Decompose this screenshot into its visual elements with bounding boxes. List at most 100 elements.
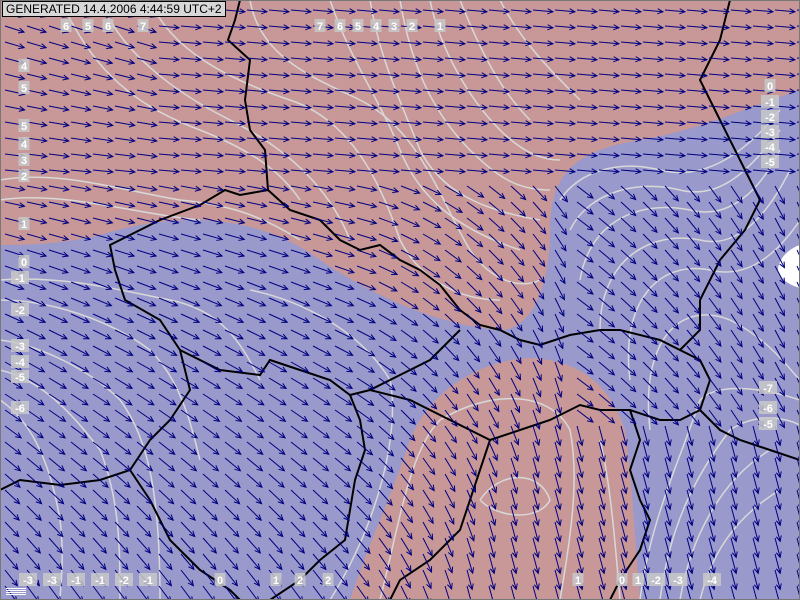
wind-arrow	[158, 345, 178, 356]
wind-arrow	[708, 56, 731, 63]
wind-arrow-head	[261, 8, 269, 15]
wind-arrow	[48, 168, 71, 175]
wind-arrow-head	[38, 350, 46, 356]
wind-arrow	[202, 537, 218, 554]
wind-arrow	[246, 88, 269, 95]
wind-arrow-head	[474, 322, 482, 330]
wind-arrow-shaft	[642, 57, 663, 61]
wind-arrow-head	[679, 8, 687, 15]
wind-arrow-shaft	[92, 521, 108, 537]
wind-arrow-shaft	[180, 249, 201, 257]
contour-label-text: 3	[391, 21, 397, 33]
wind-arrow	[136, 233, 158, 241]
wind-arrow-shaft	[356, 281, 376, 291]
wind-arrow	[466, 425, 478, 445]
wind-arrow-head	[758, 277, 764, 285]
wind-arrow-head	[325, 317, 333, 323]
wind-arrow-shaft	[620, 25, 641, 29]
wind-arrow-head	[214, 350, 222, 356]
wind-arrow	[92, 329, 113, 340]
wind-arrow	[356, 409, 375, 423]
wind-arrow	[268, 24, 291, 31]
wind-arrow	[334, 553, 349, 571]
wind-arrow-head	[534, 439, 541, 447]
wind-arrow	[202, 393, 221, 406]
wind-arrow	[180, 393, 199, 406]
wind-arrow	[554, 233, 567, 252]
wind-arrow	[598, 72, 621, 79]
wind-arrow	[202, 329, 223, 340]
wind-arrow-shaft	[202, 521, 218, 537]
wind-arrow-shaft	[48, 441, 66, 455]
wind-arrow-shaft	[356, 489, 372, 505]
wind-arrow-shaft	[180, 425, 198, 439]
wind-arrow-head	[393, 104, 401, 111]
wind-arrow-head	[672, 290, 680, 298]
wind-arrow-shaft	[114, 329, 134, 340]
wind-arrow-head	[346, 383, 354, 389]
wind-arrow-head	[468, 550, 475, 559]
wind-arrow-head	[195, 56, 203, 63]
wind-arrow-shaft	[686, 313, 701, 330]
wind-arrow-shaft	[708, 313, 722, 331]
wind-arrow-shaft	[356, 249, 377, 257]
wind-arrow	[620, 505, 628, 527]
wind-arrow	[224, 56, 247, 63]
wind-arrow-shaft	[466, 569, 473, 590]
wind-arrow	[576, 505, 584, 527]
wind-arrow	[620, 217, 637, 233]
wind-arrow	[114, 489, 131, 505]
wind-arrow-head	[586, 416, 594, 423]
contour-label: -3	[761, 125, 779, 139]
wind-arrow-shaft	[488, 25, 509, 29]
wind-arrow-shaft	[202, 409, 220, 422]
wind-arrow-head	[145, 514, 152, 521]
wind-arrow-head	[513, 454, 519, 462]
wind-arrow-shaft	[400, 185, 420, 194]
wind-arrow-head	[410, 369, 418, 376]
wind-arrow	[290, 24, 313, 31]
wind-arrow-shaft	[554, 425, 561, 446]
wind-arrow-shaft	[400, 393, 416, 409]
wind-arrow-head	[643, 503, 650, 511]
contour-label-bg	[137, 19, 149, 32]
wind-arrow	[356, 569, 370, 587]
wind-arrow-head	[715, 228, 722, 236]
wind-arrow-head	[327, 88, 335, 95]
wind-arrow	[202, 24, 225, 31]
wind-arrow-head	[126, 366, 134, 373]
wind-arrow-shaft	[400, 153, 421, 157]
wind-arrow-head	[433, 255, 441, 262]
wind-arrow-shaft	[752, 441, 759, 462]
wind-arrow	[422, 409, 437, 427]
wind-arrow-shaft	[114, 169, 135, 173]
wind-arrow	[466, 136, 489, 143]
wind-arrow-shaft	[180, 25, 201, 29]
wind-arrow-head	[731, 535, 738, 543]
wind-arrow-head	[608, 401, 616, 408]
wind-arrow-head	[389, 368, 397, 375]
wind-arrow	[334, 136, 357, 143]
wind-arrow	[224, 585, 237, 600]
wind-arrow-head	[231, 596, 237, 600]
contour-label-text: 5	[21, 121, 27, 133]
wind-arrow-shaft	[708, 425, 715, 446]
layers-icon[interactable]	[6, 588, 26, 597]
wind-arrow-head	[758, 373, 764, 381]
isotherm-line	[379, 397, 575, 600]
contour-label-text: -2	[119, 575, 129, 587]
wind-arrow	[378, 473, 394, 490]
wind-arrow-shaft	[136, 185, 157, 191]
wind-arrow-shaft	[422, 569, 432, 589]
wind-arrow-head	[261, 40, 269, 47]
wind-arrow	[752, 297, 764, 317]
wind-arrow-shaft	[114, 297, 134, 307]
wind-arrow-head	[276, 547, 284, 554]
wind-arrow-shaft	[664, 281, 679, 298]
wind-arrow	[510, 393, 520, 414]
wind-arrow	[466, 281, 483, 297]
wind-arrow	[92, 41, 114, 50]
wind-arrow	[246, 56, 269, 63]
wind-arrow-head	[365, 514, 372, 522]
